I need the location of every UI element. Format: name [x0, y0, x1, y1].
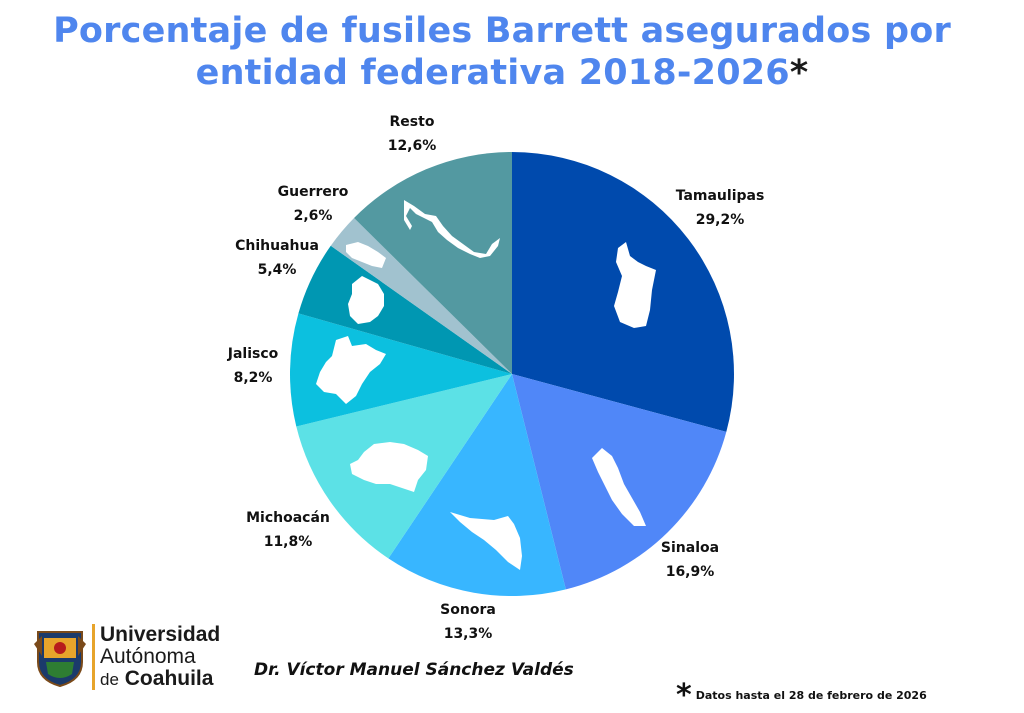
- slice-label-value: 5,4%: [258, 262, 297, 278]
- slice-label-name: Sonora: [440, 602, 496, 618]
- jalisco-map-icon: [316, 336, 386, 404]
- university-name-line3: de Coahuila: [100, 668, 220, 691]
- university-name-line1: Universidad: [100, 623, 221, 646]
- slice-label-name: Jalisco: [227, 346, 279, 362]
- slice-label-name: Guerrero: [278, 184, 349, 200]
- university-name-de: de: [100, 670, 119, 689]
- mexico-map-icon: [404, 200, 500, 258]
- slice-label-name: Resto: [390, 114, 435, 130]
- pie-slice-resto: [354, 152, 512, 374]
- footnote: * Datos hasta el 28 de febrero de 2026: [676, 678, 927, 713]
- pie-slice-chihuahua: [298, 245, 512, 374]
- slice-label-value: 8,2%: [234, 370, 273, 386]
- chart-title-line1: Porcentaje de fusiles Barrett asegurados…: [53, 11, 951, 51]
- author-name: Dr. Víctor Manuel Sánchez Valdés: [254, 660, 574, 680]
- footnote-text: Datos hasta el 28 de febrero de 2026: [695, 689, 927, 702]
- slice-labels: Tamaulipas 29,2% Sinaloa 16,9% Sonora 13,3% Mi…: [227, 114, 765, 642]
- slice-label-name: Chihuahua: [235, 238, 319, 254]
- slice-label-value: 29,2%: [696, 212, 745, 228]
- sonora-map-icon: [450, 512, 522, 570]
- footnote-asterisk: *: [676, 678, 692, 713]
- tamaulipas-map-icon: [614, 242, 656, 328]
- slice-label-value: 13,3%: [444, 626, 493, 642]
- chihuahua-map-icon: [348, 276, 384, 324]
- title-asterisk: *: [789, 53, 809, 93]
- sinaloa-map-icon: [592, 448, 646, 526]
- chart-title-line2: entidad federativa 2018-2026*: [0, 52, 1004, 94]
- chart-title-line2-text: entidad federativa 2018-2026: [195, 53, 790, 93]
- university-name-coahuila: Coahuila: [124, 667, 214, 690]
- university-name: Universidad Autónoma de Coahuila: [100, 624, 220, 691]
- chart-title: Porcentaje de fusiles Barrett asegurados…: [0, 10, 1004, 94]
- slice-label-name: Tamaulipas: [676, 188, 765, 204]
- slice-label-name: Michoacán: [246, 510, 330, 526]
- crest-icon: [34, 631, 86, 688]
- slice-label-value: 11,8%: [264, 534, 313, 550]
- logo-divider: [92, 624, 95, 690]
- guerrero-map-icon: [346, 242, 386, 268]
- slice-label-value: 16,9%: [666, 564, 715, 580]
- michoacan-map-icon: [350, 442, 428, 492]
- slice-label-value: 12,6%: [388, 138, 437, 154]
- pie-slice-sonora: [388, 374, 566, 597]
- slice-label-name: Sinaloa: [661, 540, 719, 556]
- university-name-line2: Autónoma: [100, 645, 196, 668]
- state-silhouettes: [316, 200, 656, 570]
- university-logo: Universidad Autónoma de Coahuila: [34, 624, 234, 694]
- slice-label-value: 2,6%: [294, 208, 333, 224]
